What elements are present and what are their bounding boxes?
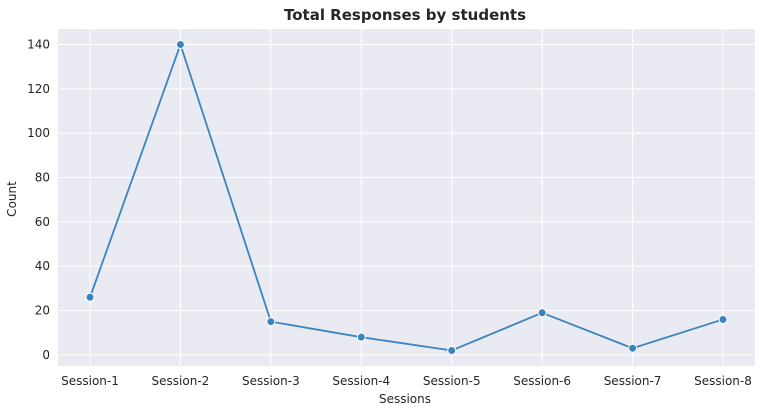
data-point xyxy=(175,40,185,50)
x-tick-label: Session-1 xyxy=(61,374,119,388)
x-tick-label: Session-7 xyxy=(604,374,662,388)
data-point xyxy=(356,332,366,342)
y-tick-label: 0 xyxy=(42,348,50,362)
x-axis-label: Sessions xyxy=(379,392,431,406)
y-tick-label: 140 xyxy=(27,38,50,52)
data-point xyxy=(537,308,547,318)
data-point xyxy=(447,345,457,355)
data-point xyxy=(266,317,276,327)
y-tick-label: 100 xyxy=(27,126,50,140)
x-tick-label: Session-5 xyxy=(423,374,481,388)
y-tick-label: 80 xyxy=(35,171,50,185)
plot-area xyxy=(58,29,755,366)
series-layer xyxy=(85,40,728,355)
data-point xyxy=(628,343,638,353)
x-tick-label: Session-6 xyxy=(513,374,571,388)
tick-labels: 0 20 40 60 80 100 120 140 Session-1 Session-2 Sess… xyxy=(27,38,752,388)
x-tick-label: Session-2 xyxy=(152,374,210,388)
y-tick-label: 120 xyxy=(27,82,50,96)
x-tick-label: Session-4 xyxy=(332,374,390,388)
x-tick-label: Session-8 xyxy=(694,374,752,388)
chart-title: Total Responses by students xyxy=(284,6,526,24)
x-tick-label: Session-3 xyxy=(242,374,300,388)
data-point xyxy=(718,314,728,324)
y-tick-label: 40 xyxy=(35,259,50,273)
data-point xyxy=(85,292,95,302)
y-tick-label: 60 xyxy=(35,215,50,229)
series-line xyxy=(89,43,724,352)
y-axis-label: Count xyxy=(5,181,19,217)
y-tick-label: 20 xyxy=(35,304,50,318)
